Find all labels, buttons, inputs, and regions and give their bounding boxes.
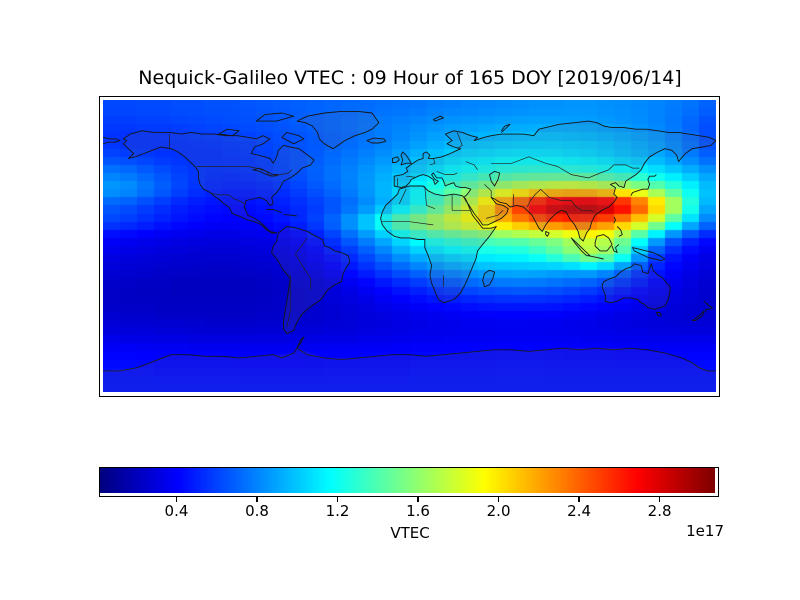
sumatra	[570, 237, 591, 257]
border-myanmar-china	[571, 200, 582, 211]
colorbar-tick-label: 2.0	[486, 502, 511, 520]
colorbar-tick	[658, 497, 661, 502]
border-balkans-danube	[436, 171, 458, 175]
colorbar-tick-label: 2.4	[567, 502, 592, 520]
greenland	[296, 110, 380, 150]
colorbar-tick	[497, 497, 500, 502]
border-sahel	[382, 221, 434, 226]
vtec-heatmap-canvas	[103, 100, 716, 392]
tasmania	[655, 312, 662, 317]
colorbar-gradient-canvas	[100, 468, 715, 493]
africa	[380, 185, 497, 304]
plot-title: Nequick-Galileo VTEC : 09 Hour of 165 DO…	[138, 67, 682, 89]
colorbar-tick-label: 0.4	[164, 502, 189, 520]
baffin-island	[281, 131, 305, 145]
border-pyrenees	[406, 175, 415, 178]
border-russia-kazakhstan	[491, 156, 558, 167]
philippines-mindanao	[616, 226, 623, 237]
border-ukraine-russia	[465, 161, 478, 170]
colorbar-tick-label: 1.6	[406, 502, 430, 520]
colorbar-tick	[256, 497, 258, 502]
japan	[630, 174, 657, 196]
coastline-borders-overlay	[103, 110, 716, 392]
great-lakes	[252, 167, 279, 177]
border-chile-argentina	[286, 275, 291, 328]
philippines-luzon	[613, 216, 616, 224]
border-india-pakistan	[526, 188, 541, 208]
border-algeria-libya	[424, 185, 436, 210]
colorbar-offset-label: 1e17	[686, 522, 724, 540]
antarctica-fill	[103, 336, 716, 392]
java	[588, 255, 604, 260]
colorbar-tick-label: 0.8	[245, 502, 269, 520]
novaya-zemlya	[501, 123, 511, 133]
border-morocco-algeria	[398, 189, 407, 204]
border-finland-russia	[456, 132, 463, 149]
map-axes	[99, 96, 720, 397]
antarctica-coast	[103, 336, 716, 372]
hispaniola	[283, 213, 298, 217]
colorbar-tick	[578, 497, 580, 502]
border-himalaya	[540, 188, 572, 201]
colorbar-label: VTEC	[390, 524, 430, 542]
border-us-canada	[196, 166, 293, 177]
ellesmere-island	[255, 112, 295, 122]
colorbar	[99, 467, 719, 497]
colorbar-tick	[175, 497, 178, 502]
madagascar	[482, 269, 496, 288]
border-germany-poland	[429, 158, 436, 166]
ireland	[392, 156, 400, 163]
border-vietnam-china	[581, 209, 594, 213]
sri-lanka	[545, 230, 550, 237]
iceland	[366, 137, 387, 144]
colorbar-tick	[417, 497, 419, 502]
border-turkey-iran	[484, 184, 492, 198]
border-russia-china	[613, 164, 640, 169]
victoria-island	[218, 128, 240, 137]
eurasia	[393, 120, 716, 242]
svalbard	[432, 115, 445, 122]
new-guinea	[632, 247, 666, 262]
colorbar-tick	[336, 497, 339, 502]
north-america	[122, 130, 315, 234]
border-mongolia	[557, 164, 615, 179]
border-saudi-yemen-oman	[486, 210, 504, 219]
caspian-sea	[489, 170, 501, 187]
chukotka-wrap	[103, 136, 121, 145]
border-brazil-west	[295, 237, 312, 290]
uk	[400, 151, 412, 166]
cuba	[266, 209, 282, 214]
border-us-mexico	[210, 192, 245, 205]
new-zealand-south	[691, 310, 705, 322]
sulawesi	[611, 244, 620, 253]
colorbar-tick-label: 2.8	[647, 502, 672, 520]
australia	[601, 263, 671, 310]
new-zealand-north	[703, 300, 714, 313]
colorbar-tick-label: 1.2	[325, 502, 350, 520]
borneo	[594, 234, 613, 252]
